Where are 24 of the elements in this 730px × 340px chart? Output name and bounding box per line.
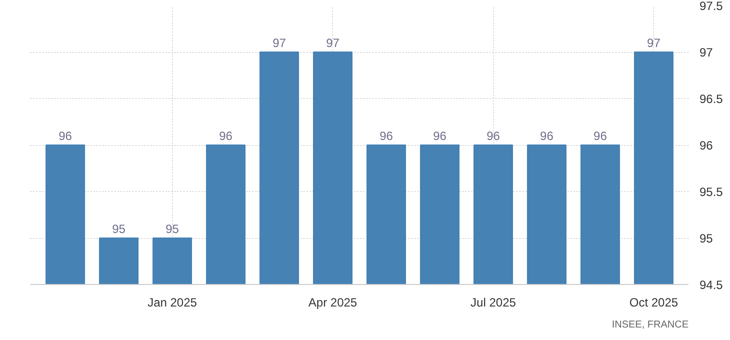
y-tick-label: 94.5	[700, 278, 724, 292]
data-label: 97	[272, 36, 286, 50]
data-label: 96	[486, 129, 500, 143]
data-label: 96	[380, 129, 394, 143]
y-tick-label: 97.5	[700, 0, 724, 13]
y-tick-label: 97	[700, 46, 714, 60]
text: INSEE, FRANCE	[612, 320, 689, 330]
x-tick-label: Oct 2025	[629, 296, 678, 310]
y-tick-label: 96	[700, 138, 714, 152]
y-tick-label: 96.5	[700, 92, 724, 106]
y-tick-label: 95.5	[700, 185, 724, 199]
data-label: 95	[166, 222, 180, 236]
data-label: 97	[326, 36, 340, 50]
x-tick-label: Jul 2025	[470, 296, 516, 310]
data-label: 96	[219, 129, 233, 143]
data-label: 96	[540, 129, 554, 143]
x-tick-label: Jan 2025	[148, 296, 198, 310]
data-label: 96	[433, 129, 447, 143]
data-label: 97	[647, 36, 661, 50]
x-tick-label: Apr 2025	[308, 296, 358, 310]
data-label: 95	[112, 222, 126, 236]
y-tick-label: 95	[700, 232, 714, 246]
data-label: 96	[594, 129, 608, 143]
data-label: 96	[58, 129, 72, 143]
